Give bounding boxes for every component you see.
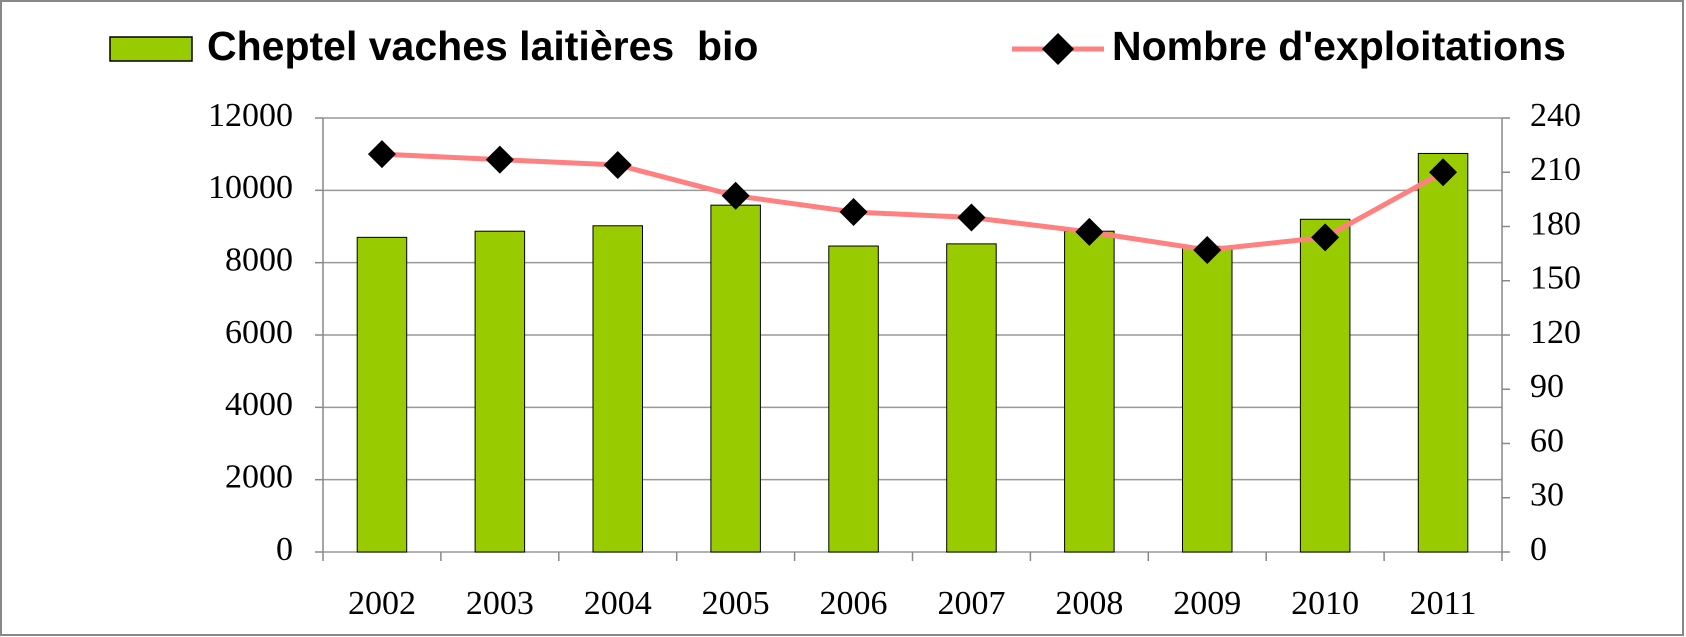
y2-tick-label: 30 — [1530, 477, 1564, 514]
x-tick-label: 2003 — [466, 585, 534, 622]
y2-tick-label: 0 — [1530, 531, 1547, 568]
legend-swatch — [109, 36, 193, 62]
legend-label: Nombre d'exploitations — [1112, 23, 1566, 69]
marker — [839, 198, 868, 227]
bar — [474, 230, 526, 553]
y-tick-label: 4000 — [225, 386, 293, 423]
x-tick-label: 2008 — [1055, 585, 1123, 622]
y-tick-label: 6000 — [225, 314, 293, 351]
x-tick-label: 2002 — [348, 585, 416, 622]
bar — [1299, 218, 1351, 553]
marker — [603, 151, 632, 180]
bar — [592, 225, 644, 553]
y2-tick-label: 180 — [1530, 205, 1581, 242]
y2-tick-label: 90 — [1530, 368, 1564, 405]
bar — [710, 204, 761, 553]
x-tick-label: 2004 — [584, 585, 652, 622]
x-tick-label: 2009 — [1173, 585, 1241, 622]
y2-tick-label: 150 — [1530, 260, 1581, 297]
x-tick-label: 2006 — [820, 585, 888, 622]
bar — [946, 243, 997, 553]
y2-tick-label: 60 — [1530, 422, 1564, 459]
bar — [356, 236, 408, 553]
marker — [1429, 158, 1458, 187]
y-tick-label: 2000 — [225, 458, 293, 495]
y-tick-label: 12000 — [208, 97, 293, 134]
bar — [828, 245, 879, 553]
x-tick-label: 2007 — [937, 585, 1005, 622]
y-tick-label: 10000 — [208, 169, 293, 206]
legend-marker — [1042, 33, 1074, 65]
bar — [1064, 230, 1115, 553]
x-tick-label: 2010 — [1291, 585, 1359, 622]
x-tick-label: 2011 — [1410, 585, 1477, 622]
bar — [1417, 152, 1469, 553]
line — [381, 151, 1445, 253]
y2-tick-label: 240 — [1530, 97, 1581, 134]
y2-tick-label: 210 — [1530, 151, 1581, 188]
marker — [1311, 223, 1340, 252]
legend-label: Cheptel vaches laitières bio — [207, 23, 758, 69]
y-tick-label: 8000 — [225, 241, 293, 278]
x-tick-label: 2005 — [702, 585, 770, 622]
bar — [1181, 245, 1233, 553]
y-tick-label: 0 — [276, 531, 293, 568]
y2-tick-label: 120 — [1530, 314, 1581, 351]
marker — [1075, 217, 1104, 246]
marker — [1193, 236, 1222, 265]
marker — [721, 181, 750, 210]
marker — [485, 145, 514, 174]
marker — [957, 203, 986, 232]
marker — [367, 140, 396, 169]
